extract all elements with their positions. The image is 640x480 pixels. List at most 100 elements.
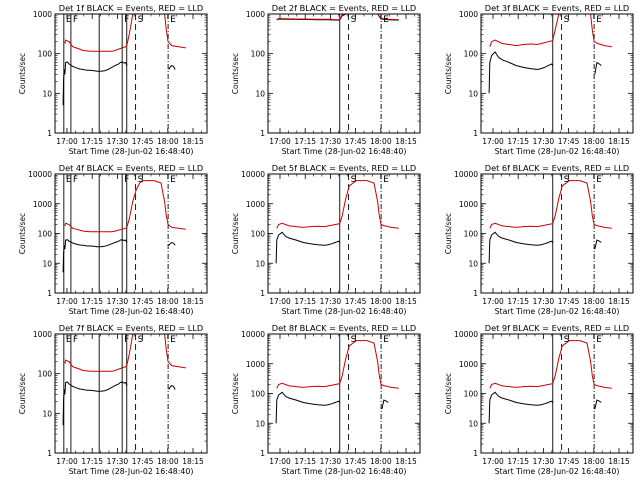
panel-title: Det 3f BLACK = Events, RED = LLD <box>485 3 629 13</box>
plot-area <box>62 14 186 133</box>
marker-label: F <box>124 175 129 185</box>
plot-area <box>488 14 612 133</box>
x-tick-label: 17:30 <box>107 297 129 306</box>
marker-label: E <box>596 15 602 25</box>
x-tick-label: 18:00 <box>157 297 179 306</box>
series-events <box>62 61 128 106</box>
y-axis-label: Counts/sec <box>18 373 27 414</box>
x-tick-label: 17:30 <box>533 457 555 466</box>
y-axis-label: Counts/sec <box>444 53 453 94</box>
x-axis-label: Start Time (28-Jun-02 16:48:40) <box>282 307 407 316</box>
x-tick-label: 17:00 <box>482 137 504 146</box>
x-axis-label: Start Time (28-Jun-02 16:48:40) <box>282 467 407 476</box>
x-tick-label: 18:15 <box>182 137 204 146</box>
x-tick-label: 18:15 <box>608 137 630 146</box>
x-axis-label: Start Time (28-Jun-02 16:48:40) <box>282 147 407 156</box>
y-axis-label: Counts/sec <box>231 53 240 94</box>
y-tick-label: 10000 <box>241 170 265 179</box>
y-tick-label: 10000 <box>454 170 478 179</box>
y-axis-label: Counts/sec <box>18 53 27 94</box>
marker-label: E <box>383 15 389 25</box>
marker-label: E <box>383 335 389 345</box>
y-tick-label: 1 <box>260 289 265 298</box>
y-tick-label: 1000 <box>33 330 52 339</box>
y-tick-label: 1 <box>47 129 52 138</box>
series-lld <box>64 14 186 52</box>
x-tick-label: 18:15 <box>395 297 417 306</box>
y-axis-label: Counts/sec <box>18 213 27 254</box>
marker-label: E <box>66 175 72 185</box>
y-tick-label: 100 <box>464 50 479 59</box>
x-tick-label: 17:30 <box>107 137 129 146</box>
series-events <box>62 381 128 426</box>
series-events <box>62 239 128 273</box>
y-tick-label: 1 <box>260 129 265 138</box>
y-tick-label: 100 <box>38 230 53 239</box>
series-events-late <box>168 385 176 390</box>
x-tick-label: 18:15 <box>608 297 630 306</box>
marker-label: F <box>73 335 78 345</box>
series-lld <box>489 180 612 229</box>
x-tick-label: 17:15 <box>294 457 316 466</box>
series-events <box>488 231 554 264</box>
x-tick-label: 17:45 <box>132 457 154 466</box>
panel-det-8: Det 8f BLACK = Events, RED = LLD 1 10 100 10… <box>231 323 421 476</box>
x-tick-label: 17:30 <box>320 137 342 146</box>
x-tick-label: 17:15 <box>294 137 316 146</box>
plot-frame <box>267 333 421 454</box>
y-tick-label: 10 <box>42 409 52 418</box>
x-tick-label: 18:15 <box>395 457 417 466</box>
y-tick-label: 100 <box>251 390 266 399</box>
panel-det-4: Det 4f BLACK = Events, RED = LLD 1 10 100 10… <box>18 163 208 316</box>
panel-title: Det 8f BLACK = Events, RED = LLD <box>272 323 416 333</box>
plot-frame <box>54 333 208 454</box>
x-tick-label: 17:00 <box>56 457 78 466</box>
marker-label: E <box>66 335 72 345</box>
y-tick-label: 10 <box>255 259 265 268</box>
y-tick-label: 1000 <box>246 360 265 369</box>
x-tick-label: 17:15 <box>507 457 529 466</box>
y-tick-label: 1 <box>473 289 478 298</box>
series-lld <box>64 334 186 372</box>
marker-label: S <box>138 335 144 345</box>
panel-title: Det 7f BLACK = Events, RED = LLD <box>59 323 203 333</box>
y-tick-label: 10 <box>468 419 478 428</box>
y-axis-label: Counts/sec <box>231 213 240 254</box>
marker-label: S <box>564 15 570 25</box>
marker-label: E <box>170 15 176 25</box>
y-axis-label: Counts/sec <box>231 373 240 414</box>
marker-label: E <box>170 175 176 185</box>
y-tick-label: 100 <box>38 50 53 59</box>
panel-title: Det 1f BLACK = Events, RED = LLD <box>59 3 203 13</box>
x-tick-label: 17:00 <box>56 137 78 146</box>
y-tick-label: 1 <box>47 449 52 458</box>
x-tick-label: 17:45 <box>558 137 580 146</box>
plot-area <box>62 174 186 293</box>
x-tick-label: 18:15 <box>182 457 204 466</box>
plot-frame <box>480 173 634 294</box>
panel-det-1: Det 1f BLACK = Events, RED = LLD 1 10 100 10… <box>18 3 208 156</box>
y-tick-label: 1000 <box>33 200 52 209</box>
x-tick-label: 17:45 <box>132 137 154 146</box>
y-axis-label: Counts/sec <box>444 373 453 414</box>
plot-area <box>488 334 612 453</box>
marker-label: E <box>66 15 72 25</box>
x-tick-label: 18:00 <box>583 297 605 306</box>
y-tick-label: 1000 <box>33 10 52 19</box>
x-tick-label: 17:30 <box>320 297 342 306</box>
plot-area <box>276 14 399 133</box>
x-tick-label: 17:15 <box>81 297 103 306</box>
series-events-late <box>594 61 602 75</box>
panel-det-5: Det 5f BLACK = Events, RED = LLD 1 10 100 10… <box>231 163 421 316</box>
y-tick-label: 1000 <box>459 10 478 19</box>
marker-label: F <box>124 335 129 345</box>
x-axis-label: Start Time (28-Jun-02 16:48:40) <box>69 147 194 156</box>
x-axis-label: Start Time (28-Jun-02 16:48:40) <box>69 467 194 476</box>
x-tick-label: 18:00 <box>370 137 392 146</box>
series-lld <box>64 180 186 233</box>
x-axis-label: Start Time (28-Jun-02 16:48:40) <box>495 467 620 476</box>
plot-frame <box>480 13 634 134</box>
y-axis-label: Counts/sec <box>444 213 453 254</box>
panel-title: Det 4f BLACK = Events, RED = LLD <box>59 163 203 173</box>
x-axis-label: Start Time (28-Jun-02 16:48:40) <box>69 307 194 316</box>
